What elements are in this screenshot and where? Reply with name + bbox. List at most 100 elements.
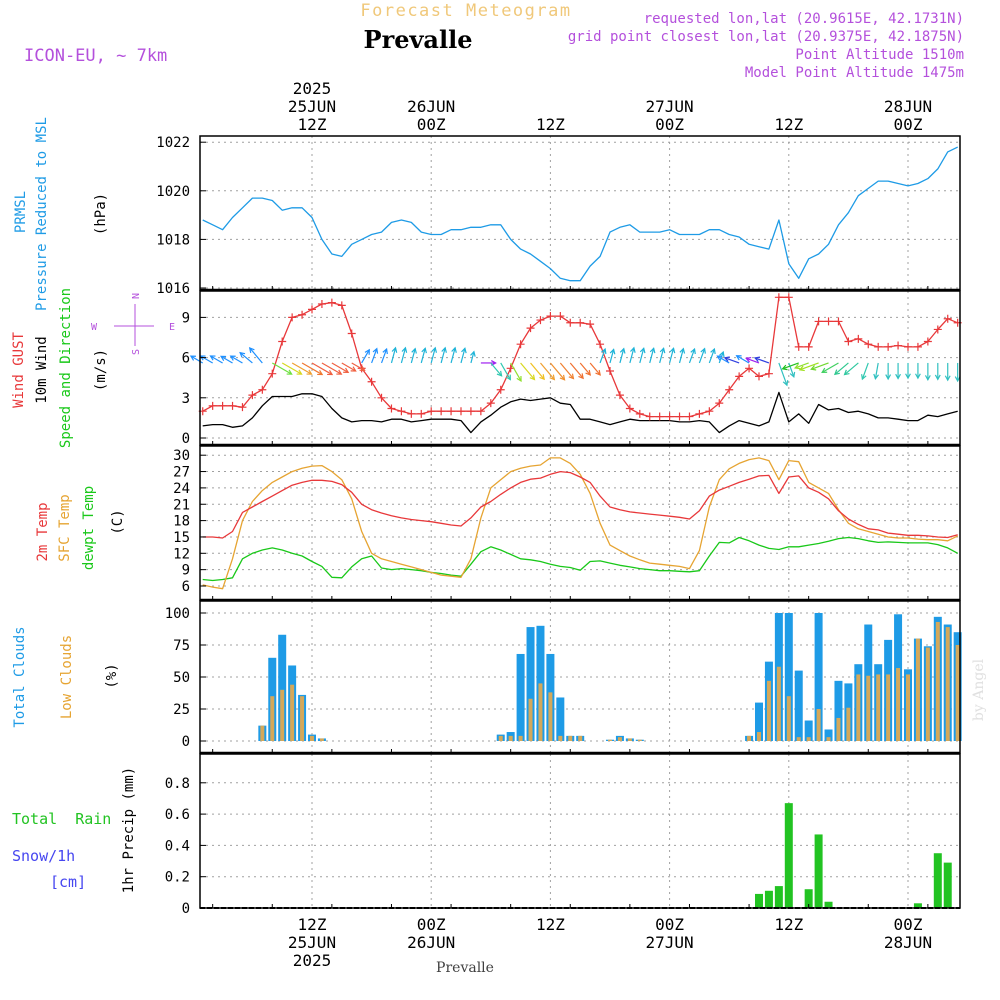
- wind-arrow-head: [451, 346, 457, 353]
- wind-arrow-head: [619, 347, 626, 354]
- ytick-label-temperature: 21: [173, 497, 190, 513]
- wind-arrow: [811, 362, 829, 370]
- wind-arrow-head: [350, 366, 357, 372]
- wind-arrow-head: [327, 369, 334, 376]
- pressure-label-prmsl: PRMSL: [13, 191, 29, 233]
- wind-arrow: [341, 362, 356, 372]
- wind-arrow-head: [679, 347, 686, 354]
- rain-bar: [774, 886, 783, 908]
- wind-arrow: [400, 347, 407, 364]
- wind-gust-marker: [228, 401, 237, 410]
- wind-arrow-head: [516, 375, 522, 383]
- wind-arrow-head: [306, 369, 313, 375]
- wind-gust-marker: [804, 342, 813, 351]
- wind-gust-marker: [427, 407, 436, 416]
- clouds-unit: (%): [104, 663, 120, 688]
- wind-arrow-head: [470, 350, 476, 357]
- wind-arrow: [380, 348, 388, 364]
- temp-sfc-label: SFC Temp: [57, 494, 73, 561]
- time-label-bottom: 28JUN: [884, 933, 932, 952]
- wind-arrow: [717, 355, 730, 364]
- wind-arrow: [430, 347, 436, 364]
- total-cloud-bar: [556, 697, 565, 741]
- time-label-bottom: 27JUN: [646, 933, 694, 952]
- low-cloud-bar: [310, 735, 314, 741]
- wind-arrow: [844, 362, 859, 375]
- wind-arrow-head: [753, 356, 761, 363]
- wind-arrow-head: [595, 369, 601, 376]
- time-label-top: 12Z: [774, 115, 803, 134]
- low-cloud-bar: [766, 680, 771, 741]
- wind-gust-marker: [347, 329, 356, 338]
- ytick-label-temperature: 9: [182, 563, 190, 579]
- wind-arrow: [530, 362, 545, 380]
- wind-arrow-head: [821, 367, 828, 373]
- wind-arrow-head: [461, 347, 467, 354]
- wind-arrow: [361, 349, 370, 364]
- low-cloud-bar: [627, 738, 632, 741]
- ytick-label-clouds: 25: [173, 702, 190, 718]
- wind-gust-marker: [238, 403, 247, 412]
- frame-layer: [199, 135, 961, 909]
- wind-arrow-head: [411, 347, 417, 354]
- snow-label: Snow/1h: [12, 847, 75, 865]
- wind-arrow-head: [539, 374, 545, 381]
- wind-arrow: [321, 362, 342, 375]
- wind-arrow-head: [735, 355, 742, 361]
- low-cloud-bar: [548, 692, 553, 741]
- wind-arrow: [589, 362, 601, 376]
- wind-gust-marker: [933, 325, 942, 334]
- ytick-label-clouds: 50: [173, 670, 190, 686]
- low-cloud-bar: [866, 675, 871, 741]
- wind-gust-marker: [457, 407, 465, 416]
- wind-arrow-head: [317, 369, 324, 376]
- low-cloud-bar: [518, 735, 523, 741]
- wind-arrow: [619, 348, 625, 364]
- ytick-label-temperature: 12: [173, 546, 190, 562]
- wind-arrow-head: [505, 374, 511, 381]
- wind-arrow: [410, 348, 416, 364]
- wind-arrow-head: [296, 369, 303, 375]
- wind-arrow-head: [336, 369, 343, 375]
- wind-gust-marker: [566, 318, 575, 327]
- rain-bar: [804, 889, 813, 908]
- time-label-bottom: 00Z: [417, 915, 446, 934]
- ytick-label-precip: 0.8: [165, 776, 190, 792]
- wind-arrow-head: [782, 380, 789, 387]
- wind-gust-marker: [625, 404, 634, 413]
- wind-unit: (m/s): [93, 349, 109, 391]
- wind-gust-marker: [844, 337, 853, 346]
- time-label-bottom: 00Z: [894, 915, 923, 934]
- time-label-top: 00Z: [417, 115, 446, 134]
- low-cloud-bar: [578, 735, 583, 741]
- wind-gust-marker: [417, 409, 426, 418]
- model-label: ICON-EU, ~ 7km: [24, 46, 167, 66]
- wind-gust-marker: [377, 393, 386, 402]
- low-cloud-bar: [538, 683, 543, 741]
- tick-layer: 1016101810201022036969121518212427300255…: [156, 135, 929, 917]
- ytick-label-precip: 0.2: [165, 870, 190, 886]
- wind-gust-marker: [308, 305, 316, 314]
- wind-arrow: [708, 348, 715, 364]
- low-cloud-bar: [786, 696, 791, 741]
- wind-gust-marker: [794, 342, 803, 351]
- time-label-top: 12Z: [536, 115, 565, 134]
- wind-arrow-head: [924, 375, 931, 382]
- wind-arrow-head: [585, 369, 592, 376]
- total-cloud-bar: [784, 613, 793, 741]
- wind-arrow: [609, 349, 615, 364]
- total-cloud-bar: [824, 729, 833, 741]
- time-label-bottom: 12Z: [536, 915, 565, 934]
- wind-arrow: [520, 362, 535, 380]
- wind-arrow-head: [391, 346, 398, 353]
- precip-unit: 1hr Precip (mm): [121, 767, 137, 893]
- wind-gust-marker: [496, 385, 505, 394]
- wind-arrow: [230, 355, 243, 364]
- dewpt-line: [202, 536, 959, 582]
- ytick-label-wind: 0: [182, 431, 190, 447]
- wind-arrow: [659, 348, 665, 364]
- low-cloud-bar: [935, 621, 940, 741]
- wind-arrow-head: [669, 347, 676, 354]
- wind-arrow: [629, 347, 635, 364]
- wind-gust-marker: [268, 369, 277, 378]
